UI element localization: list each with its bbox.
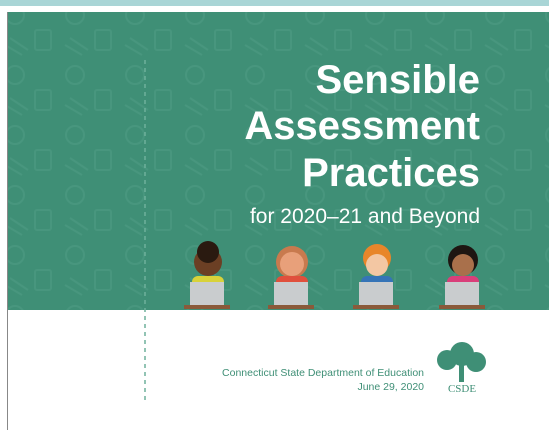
organization: Connecticut State Department of Educatio… bbox=[222, 367, 424, 379]
page: Sensible Assessment Practices for 2020–2… bbox=[0, 0, 549, 430]
cover: Sensible Assessment Practices for 2020–2… bbox=[0, 0, 549, 430]
logo-tree bbox=[437, 342, 486, 382]
logo-text: CSDE bbox=[448, 383, 476, 395]
subtitle: for 2020–21 and Beyond bbox=[250, 205, 480, 228]
title-line: Sensible bbox=[315, 58, 480, 102]
title-line: Assessment bbox=[244, 104, 480, 148]
title-line: Practices bbox=[302, 151, 480, 195]
date: June 29, 2020 bbox=[357, 381, 424, 393]
top-bar bbox=[0, 0, 549, 6]
